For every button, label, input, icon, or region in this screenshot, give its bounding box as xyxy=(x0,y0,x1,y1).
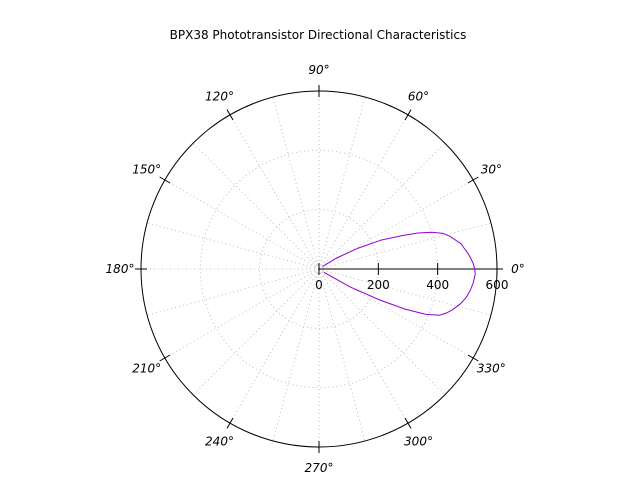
angle-label-240: 240° xyxy=(205,434,234,448)
radial-label-600: 600 xyxy=(486,278,509,292)
radial-label-200: 200 xyxy=(367,278,390,292)
radial-label-400: 400 xyxy=(426,278,449,292)
grid-spoke-345 xyxy=(318,268,492,316)
grid-spoke-195 xyxy=(146,268,320,316)
angle-label-0: 0° xyxy=(511,262,525,276)
angle-label-120: 120° xyxy=(205,90,234,104)
grid-spoke-150 xyxy=(164,179,320,270)
angle-tick-240 xyxy=(226,417,234,429)
grid-circle-400 xyxy=(199,149,439,389)
grid-spoke-15 xyxy=(318,222,492,270)
grid-spoke-135 xyxy=(192,142,320,270)
series-line-0 xyxy=(322,231,476,316)
grid-spoke-120 xyxy=(229,114,320,270)
angle-label-60: 60° xyxy=(408,90,429,104)
grid-spoke-105 xyxy=(272,96,320,270)
angle-label-210: 210° xyxy=(132,362,161,376)
grid-spoke-330 xyxy=(318,268,474,359)
grid-spoke-75 xyxy=(318,96,366,270)
angle-label-30: 30° xyxy=(481,163,502,177)
grid-spoke-300 xyxy=(318,268,409,424)
angle-tick-330 xyxy=(467,354,479,362)
grid-spoke-255 xyxy=(272,268,320,442)
angle-label-150: 150° xyxy=(132,163,161,177)
grid-spoke-315 xyxy=(318,268,446,396)
angle-axis: 0° 30° 60° 90° 120° 150° 180° 210° 240° 270° 300° 3… xyxy=(106,63,525,475)
angle-tick-30 xyxy=(467,176,479,184)
grid-spoke-30 xyxy=(318,179,474,270)
angle-tick-60 xyxy=(404,109,412,121)
grid-layer xyxy=(141,91,497,447)
angle-label-300: 300° xyxy=(404,434,433,448)
angle-tick-120 xyxy=(226,109,234,121)
series-layer xyxy=(322,231,476,316)
angle-tick-150 xyxy=(159,176,171,184)
angle-label-270: 270° xyxy=(305,461,334,475)
radial-axis: 0 200 400 600 xyxy=(315,263,508,292)
grid-spoke-210 xyxy=(164,268,320,359)
grid-spoke-285 xyxy=(318,268,366,442)
grid-spoke-60 xyxy=(318,114,409,270)
grid-spoke-165 xyxy=(146,222,320,270)
angle-label-90: 90° xyxy=(308,63,329,77)
angle-label-330: 330° xyxy=(477,362,506,376)
angle-label-180: 180° xyxy=(106,262,135,276)
angle-tick-210 xyxy=(159,354,171,362)
radial-label-0: 0 xyxy=(315,278,323,292)
chart-title: BPX38 Phototransistor Directional Charac… xyxy=(170,28,467,42)
angle-tick-300 xyxy=(404,417,412,429)
grid-spoke-225 xyxy=(192,268,320,396)
grid-spoke-240 xyxy=(229,268,320,424)
grid-spoke-45 xyxy=(318,142,446,270)
